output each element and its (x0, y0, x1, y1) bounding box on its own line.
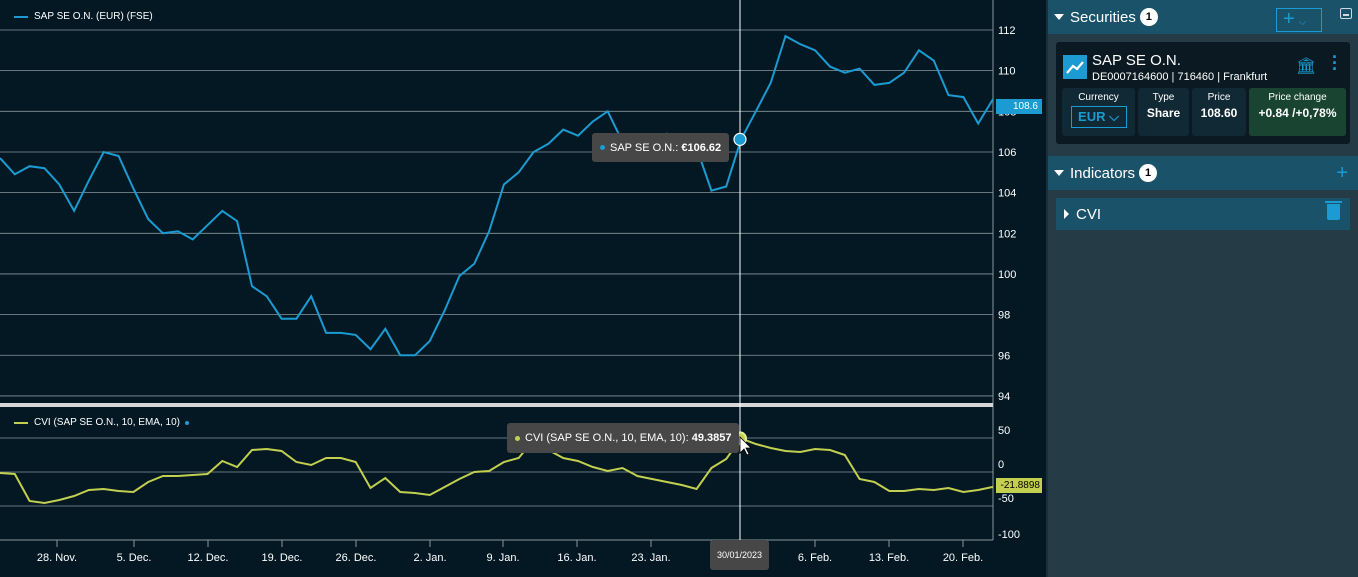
chart-area[interactable]: 112110108106104102100989694500-50-10028.… (0, 0, 1046, 577)
y-tick-label: 0 (998, 459, 1004, 471)
plus-icon: + (1283, 8, 1295, 30)
tooltip-value: 49.3857 (691, 432, 732, 444)
indicators-header[interactable]: Indicators 1 + (1048, 156, 1358, 190)
tooltip-label: CVI (SAP SE O.N., 10, EMA, 10): (525, 432, 689, 444)
x-tick-label: 6. Feb. (798, 552, 832, 564)
minimize-icon[interactable] (1340, 8, 1352, 19)
price-value: 108.60 (1200, 106, 1238, 120)
mouse-cursor-icon (739, 436, 752, 456)
y-tick-label: 102 (998, 228, 1016, 240)
separator: | (1214, 71, 1224, 83)
legend-line-icon (14, 421, 28, 424)
x-tick-label: 23. Jan. (631, 552, 670, 564)
type-label: Type (1152, 92, 1175, 103)
pane-separator (0, 403, 993, 407)
side-panel: Securities 1 + ⌵ SAP SE O.N. DE0007164600… (1046, 0, 1358, 577)
add-security-button[interactable]: + ⌵ (1276, 8, 1322, 32)
securities-title: Securities (1070, 8, 1136, 26)
indicators-title: Indicators (1070, 164, 1136, 182)
indicators-count-badge: 1 (1139, 164, 1158, 182)
date-text: 30/01/2023 (717, 550, 763, 560)
tooltip-label: SAP SE O.N.: (610, 141, 679, 154)
line-chart-icon (1063, 55, 1087, 79)
x-tick-label: 28. Nov. (37, 552, 77, 564)
legend-line-icon (14, 15, 28, 18)
collapse-triangle-icon[interactable] (1054, 170, 1064, 176)
x-tick-label: 5. Dec. (117, 552, 152, 564)
cvi-series-line (0, 437, 994, 505)
chevron-down-icon: ⌵ (1298, 17, 1307, 28)
y-tick-label: 106 (998, 147, 1016, 159)
price-change-cell: Price change +0.84 /+0,78% (1249, 88, 1346, 136)
x-tick-label: 13. Feb. (869, 552, 909, 564)
security-name: SAP SE O.N. (1092, 52, 1181, 69)
dot-icon (515, 435, 520, 441)
y-tick-label: 100 (998, 269, 1016, 281)
security-identifiers: DE0007164600 | 716460 | Frankfurt (1092, 71, 1267, 83)
x-tick-label: 19. Dec. (262, 552, 303, 564)
y-tick-label: -50 (998, 493, 1014, 505)
securities-count-badge: 1 (1139, 8, 1158, 26)
y-tick-label: 94 (998, 391, 1010, 403)
add-indicator-icon[interactable]: + (1336, 161, 1348, 184)
price-change-value: +0.84 /+0,78% (1258, 106, 1337, 120)
y-tick-label: 110 (998, 66, 1016, 78)
price-tooltip: SAP SE O.N.: €106.62 (592, 133, 730, 162)
price-label: Price (1207, 92, 1231, 103)
expand-triangle-icon[interactable] (1064, 209, 1069, 219)
x-tick-label: 2. Jan. (413, 552, 446, 564)
price-cell: Price 108.60 (1192, 88, 1246, 136)
price-change-label: Price change (1268, 92, 1327, 103)
x-tick-label: 16. Jan. (557, 552, 596, 564)
exchange: Frankfurt (1223, 71, 1268, 83)
collapse-triangle-icon[interactable] (1054, 14, 1064, 20)
trash-icon[interactable] (1325, 201, 1342, 220)
cvi-legend[interactable]: CVI (SAP SE O.N., 10, EMA, 10) (14, 417, 189, 428)
x-tick-label: 26. Dec. (336, 552, 377, 564)
security-card: SAP SE O.N. DE0007164600 | 716460 | Fran… (1056, 42, 1350, 144)
price-hover-marker (733, 132, 747, 146)
price-legend[interactable]: SAP SE O.N. (EUR) (FSE) (14, 11, 153, 22)
cvi-tooltip: CVI (SAP SE O.N., 10, EMA, 10): 49.3857 (507, 423, 740, 453)
more-options-icon[interactable]: · · · (1332, 47, 1338, 79)
y-tick-label: 112 (998, 25, 1016, 37)
price-series-line (0, 34, 994, 357)
y-tick-label: 104 (998, 188, 1016, 200)
wkn: 716460 (1177, 71, 1215, 83)
indicator-item-cvi[interactable]: CVI (1056, 198, 1350, 230)
type-cell: Type Share (1138, 88, 1189, 136)
type-value: Share (1146, 106, 1181, 120)
crosshair-date-label: 30/01/2023 (710, 540, 770, 570)
cvi-legend-label: CVI (SAP SE O.N., 10, EMA, 10) (34, 417, 180, 428)
x-tick-label: 9. Jan. (486, 552, 519, 564)
x-tick-label: 12. Dec. (188, 552, 229, 564)
x-tick-label: 20. Feb. (943, 552, 983, 564)
currency-select[interactable]: EUR ⌵ (1070, 106, 1127, 128)
bank-icon[interactable]: 🏛 (1296, 58, 1317, 75)
dot-icon (600, 145, 605, 150)
settings-dot-icon[interactable] (184, 420, 189, 425)
currency-label: Currency (1078, 92, 1119, 103)
separator: | (1168, 71, 1178, 83)
price-legend-label: SAP SE O.N. (EUR) (FSE) (34, 11, 153, 22)
tooltip-value: €106.62 (681, 141, 722, 154)
securities-header[interactable]: Securities 1 + ⌵ (1048, 0, 1358, 34)
y-tick-label: 96 (998, 350, 1010, 362)
isin: DE0007164600 (1092, 71, 1169, 83)
last-price-tag: 108.6 (996, 99, 1042, 114)
indicator-name: CVI (1076, 205, 1102, 223)
y-tick-label: -100 (998, 529, 1020, 541)
currency-cell: Currency EUR ⌵ (1062, 88, 1135, 136)
last-cvi-tag: -21.8898 (996, 478, 1042, 493)
y-tick-label: 98 (998, 310, 1010, 322)
y-tick-label: 50 (998, 425, 1010, 437)
